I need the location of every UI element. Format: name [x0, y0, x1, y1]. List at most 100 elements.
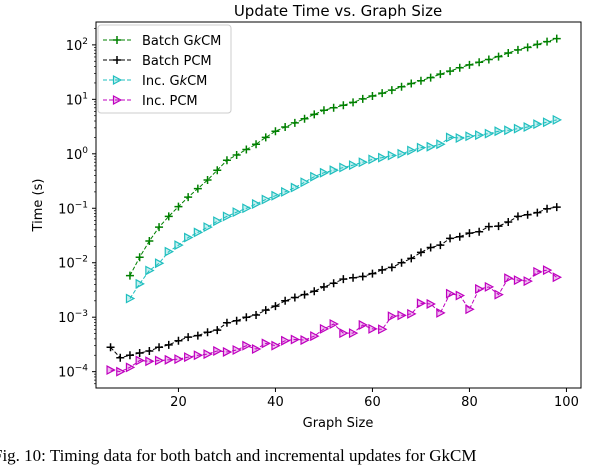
data-point — [523, 43, 532, 52]
legend-label: Batch GkCM — [142, 34, 221, 49]
legend-item-3: Inc. PCM — [103, 94, 198, 109]
data-point — [494, 126, 504, 137]
legend-label: Inc. PCM — [142, 94, 198, 109]
data-point — [436, 241, 445, 250]
data-point — [387, 150, 398, 161]
data-point — [397, 82, 406, 91]
data-point — [184, 232, 194, 243]
data-point — [378, 152, 388, 163]
data-point — [484, 222, 493, 231]
data-point — [504, 217, 513, 226]
data-point — [542, 117, 553, 128]
data-point — [504, 48, 513, 57]
data-point — [533, 208, 542, 217]
data-point — [300, 290, 309, 299]
data-point — [407, 308, 417, 319]
data-point — [446, 234, 455, 243]
data-point — [125, 351, 134, 360]
data-point — [494, 289, 504, 300]
data-point — [543, 204, 552, 213]
data-point — [222, 156, 231, 165]
data-point — [465, 304, 475, 315]
legend: Batch GkCM Batch PCM Inc. GkCM Inc. PCM — [97, 24, 232, 114]
data-point — [455, 63, 464, 72]
data-point — [232, 151, 241, 160]
data-point — [232, 207, 242, 218]
legend-label: Batch PCM — [142, 54, 212, 69]
data-point — [513, 275, 524, 286]
data-point — [164, 212, 173, 221]
series-line — [129, 38, 557, 276]
data-point — [125, 293, 136, 304]
x-tick-label: 40 — [267, 395, 284, 410]
series-3 — [106, 265, 563, 377]
data-point — [145, 265, 155, 276]
data-point — [213, 166, 222, 175]
data-point — [252, 310, 261, 319]
data-point — [319, 167, 330, 178]
data-point — [145, 346, 154, 355]
data-point — [106, 365, 116, 376]
data-point — [154, 355, 165, 366]
data-point — [368, 92, 377, 101]
data-point — [339, 101, 348, 110]
data-point — [135, 355, 145, 366]
data-point — [106, 343, 115, 352]
data-point — [271, 190, 281, 201]
x-tick-label: 80 — [461, 395, 478, 410]
data-point — [465, 60, 474, 69]
data-point — [504, 125, 514, 136]
plot-frame — [95, 21, 582, 389]
data-point — [213, 216, 223, 227]
x-tick-label: 60 — [364, 395, 381, 410]
data-point — [504, 273, 514, 284]
data-point — [300, 335, 310, 346]
data-point — [242, 313, 251, 322]
data-point — [455, 232, 464, 241]
data-point — [446, 67, 455, 76]
data-point — [193, 331, 202, 340]
series-layer — [106, 34, 563, 377]
data-point — [475, 130, 485, 141]
data-point — [203, 328, 212, 337]
x-tick-label: 100 — [554, 395, 579, 410]
data-point — [290, 293, 299, 302]
data-point — [543, 37, 552, 46]
data-point — [193, 227, 204, 238]
legend-marker — [113, 36, 121, 44]
y-axis: 10−4 10−3 10−2 10−1 100 101 102 — [58, 28, 96, 385]
y-tick-label: 102 — [66, 37, 88, 54]
data-point — [193, 350, 204, 361]
data-point — [281, 335, 291, 346]
legend-item-1: Batch PCM — [103, 54, 212, 69]
data-point — [416, 298, 427, 309]
data-point — [368, 154, 378, 165]
data-point — [407, 79, 416, 88]
data-point — [174, 336, 183, 345]
data-point — [416, 248, 425, 257]
data-point — [232, 344, 242, 355]
data-point — [290, 182, 301, 193]
data-point — [222, 346, 233, 357]
data-point — [523, 210, 532, 219]
data-point — [348, 160, 359, 171]
data-point — [193, 184, 202, 193]
data-point — [164, 246, 175, 257]
data-point — [154, 258, 165, 269]
data-point — [116, 353, 125, 362]
data-point — [378, 89, 387, 98]
data-point — [426, 298, 436, 309]
data-point — [164, 340, 173, 349]
data-point — [349, 273, 358, 282]
legend-box — [97, 24, 232, 114]
data-point — [523, 276, 533, 287]
data-point — [300, 114, 309, 123]
data-point — [494, 222, 503, 231]
data-point — [242, 145, 251, 154]
chart-title: Update Time vs. Graph Size — [234, 2, 442, 20]
data-point — [378, 265, 387, 274]
data-point — [222, 318, 231, 327]
data-point — [281, 186, 291, 197]
y-tick-label: 10−3 — [58, 309, 88, 326]
